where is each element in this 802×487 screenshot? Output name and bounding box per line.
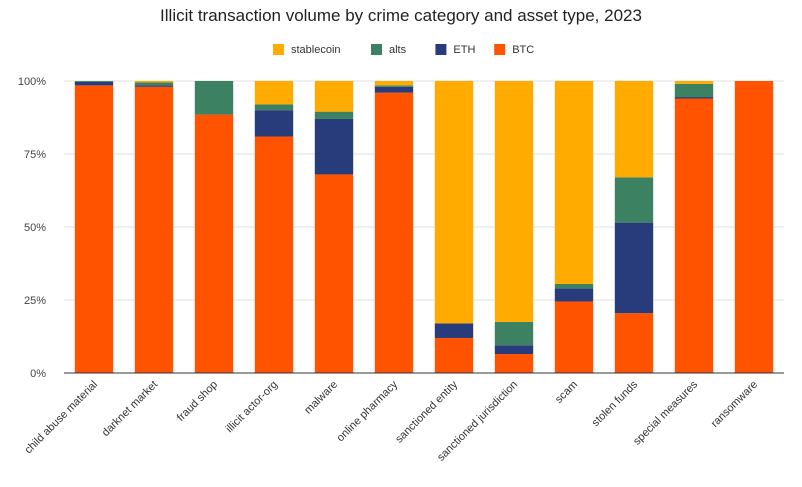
x-category-label: child abuse material [22,379,100,457]
y-tick-label: 100% [18,76,46,88]
y-axis-ticks: 0% 25% 50% 75% 100% [18,76,46,380]
bar-segment-alts [554,283,594,289]
bar-segment-stablecoin [314,81,354,112]
legend-label: alts [389,44,407,56]
bar-segment-alts [194,81,234,115]
x-category-label: darknet market [100,379,160,439]
x-axis-labels: child abuse material darknet market fraud … [22,378,760,463]
bar-segment-btc [554,301,594,373]
bar-segment-stablecoin [614,81,654,178]
legend-swatch [273,44,284,55]
chart-title: Illicit transaction volume by crime cate… [160,6,642,25]
bar-segment-stablecoin [554,81,594,284]
bar-segment-stablecoin [674,81,714,84]
bar-segment-alts [74,81,114,82]
legend-swatch [494,44,506,55]
bar-segment-stablecoin [494,81,534,322]
bar-segment-stablecoin [374,81,414,86]
bar-segment-btc [614,313,654,373]
bar-segment-alts [134,82,174,86]
bar-segment-eth [254,110,294,137]
bar-segment-alts [374,85,414,87]
bar-segment-alts [494,321,534,346]
bar-segment-btc [674,98,714,374]
bar-segment-btc [74,85,114,373]
bar-segment-eth [314,118,354,175]
legend-label: ETH [453,44,475,56]
bar-segment-eth [494,345,534,355]
bar-segment-alts [674,83,714,98]
bar-segment-btc [194,114,234,373]
bar-segment-alts [314,111,354,119]
x-category-label: sanctioned entity [393,378,460,445]
bar-segment-stablecoin [134,81,174,83]
bar-segment-eth [374,86,414,93]
legend-swatch [371,44,382,55]
y-tick-label: 0% [30,368,46,380]
legend-label: stablecoin [291,44,341,56]
x-category-label: scam [553,379,580,406]
x-category-label: illicit actor-org [224,379,280,435]
bar-segment-btc [494,354,534,373]
bar-segment-eth [674,97,714,99]
bar-segment-stablecoin [434,81,474,324]
bar-segment-stablecoin [254,81,294,105]
legend-label: BTC [512,44,534,56]
x-category-label: fraud shop [175,379,220,424]
bar-segment-eth [134,85,174,87]
legend: stablecoin alts ETH BTC [273,44,534,56]
bar-segment-eth [434,323,474,338]
x-category-label: stolen funds [590,378,641,429]
y-tick-label: 25% [24,295,46,307]
x-category-label: special measures [631,378,700,447]
bar-segment-btc [314,174,354,373]
bar-segment-btc [254,136,294,373]
bar-segment-alts [614,177,654,223]
bar-segment-btc [374,92,414,374]
bar-segment-btc [734,81,774,373]
bar-segment-eth [614,222,654,314]
y-tick-label: 75% [24,149,46,161]
gridlines [64,80,784,301]
y-tick-label: 50% [24,222,46,234]
x-category-label: malware [302,379,340,417]
bar-segment-btc [434,337,474,373]
bar-segment-alts [254,104,294,111]
bar-segment-eth [554,288,594,302]
x-category-label: online pharmacy [335,378,401,444]
bars [74,81,774,374]
bar-segment-eth [74,81,114,86]
bar-segment-btc [134,86,174,373]
x-category-label: ransomware [709,379,760,430]
legend-swatch [435,44,447,55]
